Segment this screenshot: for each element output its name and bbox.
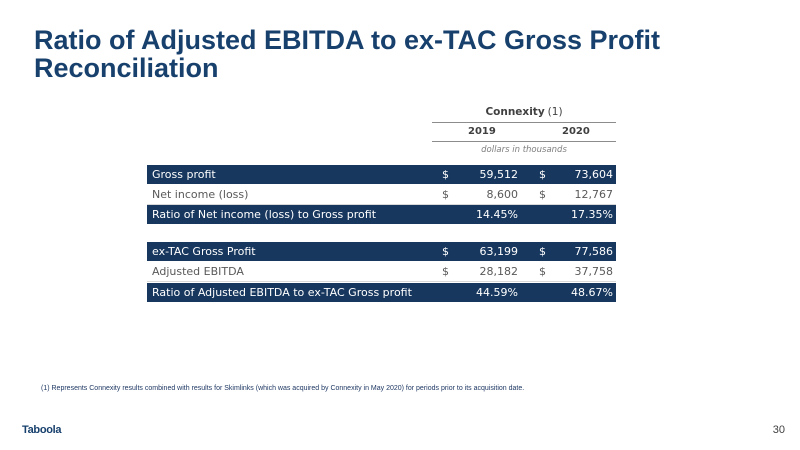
table-row-ex-tac-gross-profit: ex-TAC Gross Profit $ 63,199 $ 77,586 (147, 242, 616, 261)
value-2020: 37,758 (574, 265, 614, 278)
currency-symbol: $ (442, 188, 449, 201)
currency-symbol: $ (539, 188, 546, 201)
value-2020: 73,604 (574, 168, 614, 181)
table-column-header: Connexity (1) 2019 2020 dollars in thousa… (432, 106, 616, 158)
slide-title: Ratio of Adjusted EBITDA to ex-TAC Gross… (34, 26, 774, 82)
table-row-net-income: Net income (loss) $ 8,600 $ 12,767 (147, 185, 616, 205)
page-number: 30 (772, 424, 785, 436)
table-row-gross-profit: Gross profit $ 59,512 $ 73,604 (147, 165, 616, 184)
value-2019: 8,600 (486, 188, 519, 201)
ratio-2019: 44.59% (476, 286, 518, 299)
ratio-2019: 14.45% (476, 208, 518, 221)
ratio-2020: 17.35% (571, 208, 613, 221)
footnote: (1) Represents Connexity results combine… (41, 385, 525, 392)
table-row-adjusted-ebitda: Adjusted EBITDA $ 28,182 $ 37,758 (147, 262, 616, 282)
year-headers: 2019 2020 (432, 123, 616, 141)
row-label: ex-TAC Gross Profit (152, 245, 256, 258)
currency-symbol: $ (442, 168, 449, 181)
currency-symbol: $ (539, 168, 546, 181)
slide-title-line1: Ratio of Adjusted EBITDA to ex-TAC Gross… (34, 25, 661, 55)
table-row-ratio-net-income: Ratio of Net income (loss) to Gross prof… (147, 205, 616, 224)
value-2020: 77,586 (574, 245, 614, 258)
currency-symbol: $ (539, 245, 546, 258)
value-2020: 12,767 (574, 188, 614, 201)
slide-title-line2: Reconciliation (34, 53, 219, 83)
taboola-logo: Taboola (22, 424, 62, 436)
row-label: Net income (loss) (152, 188, 249, 201)
company-footnote-ref: (1) (547, 106, 563, 118)
header-divider (432, 141, 616, 142)
value-2019: 59,512 (479, 168, 519, 181)
company-name: Connexity (485, 106, 545, 118)
row-label: Gross profit (152, 168, 216, 181)
value-2019: 28,182 (479, 265, 519, 278)
row-label: Adjusted EBITDA (152, 265, 244, 278)
currency-symbol: $ (442, 245, 449, 258)
currency-symbol: $ (442, 265, 449, 278)
row-label: Ratio of Net income (loss) to Gross prof… (152, 208, 377, 221)
company-header: Connexity (1) (432, 106, 616, 122)
value-2019: 63,199 (479, 245, 519, 258)
table-row-ratio-adjusted-ebitda: Ratio of Adjusted EBITDA to ex-TAC Gross… (147, 283, 616, 302)
units-label: dollars in thousands (481, 145, 567, 155)
year-header-2020: 2020 (562, 126, 590, 137)
currency-symbol: $ (539, 265, 546, 278)
row-label: Ratio of Adjusted EBITDA to ex-TAC Gross… (152, 286, 412, 299)
ratio-2020: 48.67% (571, 286, 613, 299)
year-header-2019: 2019 (468, 126, 496, 137)
header-divider (432, 122, 616, 123)
